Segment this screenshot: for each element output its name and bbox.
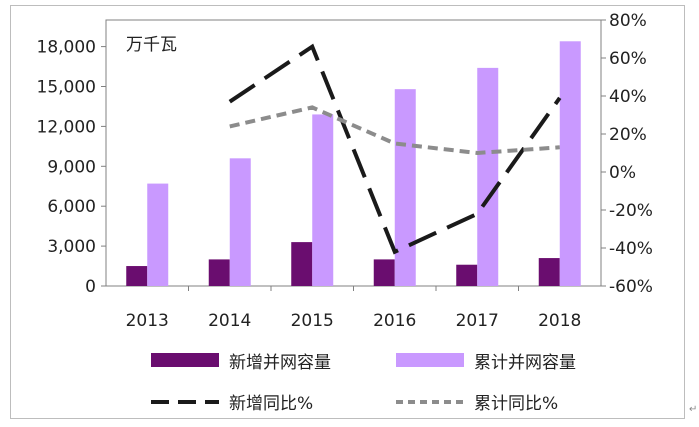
right-tick-label: 80% xyxy=(609,11,647,31)
x-tick-label: 2014 xyxy=(208,311,251,331)
right-tick-label: 0% xyxy=(609,163,636,183)
unit-label: 万千瓦 xyxy=(126,35,177,55)
legend-label: 累计同比% xyxy=(474,394,558,414)
left-tick-label: 0 xyxy=(85,277,96,297)
legend-swatch xyxy=(151,353,219,367)
bar xyxy=(208,259,230,286)
paragraph-mark: ↵ xyxy=(689,404,698,415)
left-tick-label: 9,000 xyxy=(47,157,96,177)
left-tick-label: 12,000 xyxy=(37,117,96,137)
bar xyxy=(559,41,581,286)
x-tick-label: 2015 xyxy=(291,311,334,331)
right-tick-label: 60% xyxy=(609,49,647,69)
chart-frame: 0 3,000 6,000 9,000 12,000 15,000 18,000 -60% -4… xyxy=(10,5,685,419)
series-line xyxy=(229,105,560,156)
left-tick-label: 15,000 xyxy=(37,78,96,98)
right-tick-label: -60% xyxy=(609,277,653,297)
x-tick-label: 2018 xyxy=(538,311,581,331)
bar xyxy=(477,67,499,286)
bar xyxy=(538,258,560,286)
legend-swatch xyxy=(396,353,464,367)
left-tick-label: 6,000 xyxy=(47,197,96,217)
left-tick-label: 18,000 xyxy=(37,38,96,58)
right-tick-label: -40% xyxy=(609,239,653,259)
legend-label: 累计并网容量 xyxy=(474,353,576,373)
bar xyxy=(373,259,395,286)
x-tick-label: 2016 xyxy=(373,311,416,331)
right-tick-label: 20% xyxy=(609,125,647,145)
legend-label: 新增同比% xyxy=(229,394,313,414)
combo-chart: 0 3,000 6,000 9,000 12,000 15,000 18,000 -60% -4… xyxy=(37,11,653,414)
right-tick-label: -20% xyxy=(609,201,653,221)
bar xyxy=(394,89,416,286)
bar xyxy=(147,183,169,286)
series-line xyxy=(228,43,562,255)
right-tick-label: 40% xyxy=(609,87,647,107)
bar xyxy=(312,114,334,287)
x-tick-label: 2013 xyxy=(126,311,169,331)
x-tick-label: 2017 xyxy=(456,311,499,331)
left-tick-label: 3,000 xyxy=(47,237,96,257)
bar xyxy=(456,264,478,286)
bar xyxy=(291,242,313,286)
bar xyxy=(126,266,148,286)
legend-label: 新增并网容量 xyxy=(229,353,331,373)
bar xyxy=(229,158,251,286)
